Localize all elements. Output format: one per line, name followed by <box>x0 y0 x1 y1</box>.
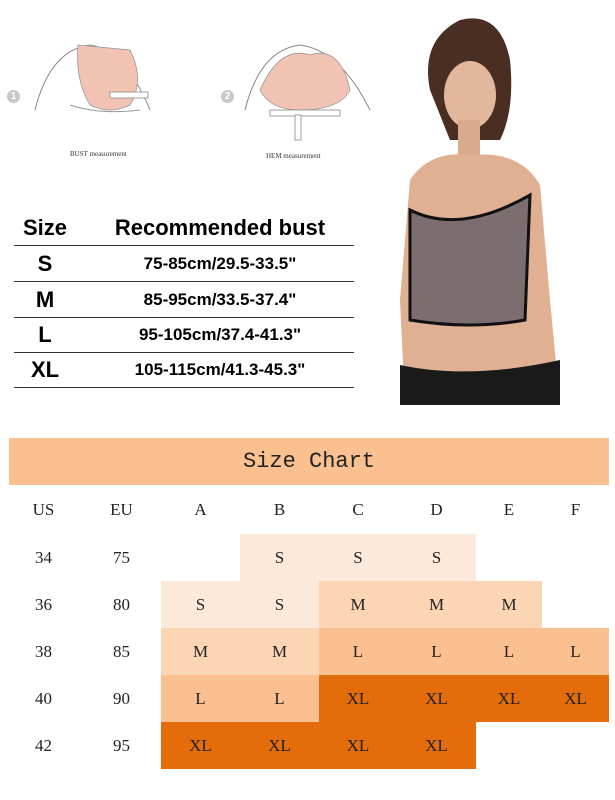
band-size-cell: 36 <box>35 595 52 614</box>
size-cell: S <box>240 534 319 581</box>
size-cell: S <box>37 251 53 276</box>
size-cell: XL <box>161 722 240 769</box>
size-cell: M <box>397 581 476 628</box>
size-cell: L <box>161 675 240 722</box>
size-cell: XL <box>30 357 60 382</box>
size-cell: S <box>319 534 397 581</box>
size-cell: L <box>240 675 319 722</box>
size-cell: L <box>542 628 609 675</box>
column-header: F <box>570 500 581 519</box>
band-size-cell: 42 <box>35 736 52 755</box>
size-cell: XL <box>397 722 476 769</box>
size-cell: L <box>397 628 476 675</box>
size-cell <box>476 534 542 581</box>
size-cell: S <box>240 581 319 628</box>
size-cell: S <box>161 581 240 628</box>
size-cell: XL <box>476 675 542 722</box>
size-cell: L <box>38 322 52 347</box>
size-cell: S <box>397 534 476 581</box>
size-cell <box>161 534 240 581</box>
size-cell: XL <box>319 722 397 769</box>
table-row: S 75-85cm/29.5-33.5" <box>14 246 354 282</box>
column-header: B <box>273 500 286 519</box>
step-1-badge: 1 <box>7 90 20 103</box>
hem-measurement-caption: HEM measurement <box>266 152 321 160</box>
table-header-row: Size Recommended bust <box>14 210 354 246</box>
column-header: US <box>32 500 55 519</box>
size-cell: XL <box>319 675 397 722</box>
column-header: EU <box>110 500 133 519</box>
bust-header: Recommended bust <box>114 215 326 240</box>
hem-measurement-illustration <box>244 44 371 141</box>
bust-cell: 75-85cm/29.5-33.5" <box>143 254 297 273</box>
size-header: Size <box>22 215 68 240</box>
band-size-cell: 95 <box>113 736 130 755</box>
size-cell: M <box>35 287 55 312</box>
size-cell: M <box>161 628 240 675</box>
band-size-cell: 38 <box>35 642 52 661</box>
size-chart-title: Size Chart <box>9 438 609 485</box>
model-photo <box>400 0 560 405</box>
size-cell: M <box>476 581 542 628</box>
bust-cell: 95-105cm/37.4-41.3" <box>138 325 302 344</box>
column-header: A <box>194 500 207 519</box>
table-row: M 85-95cm/33.5-37.4" <box>14 282 354 318</box>
size-cell: L <box>476 628 542 675</box>
size-cell: M <box>319 581 397 628</box>
size-cell: M <box>240 628 319 675</box>
column-header: D <box>430 500 443 519</box>
bust-measurement-illustration <box>34 44 151 113</box>
size-cell: XL <box>542 675 609 722</box>
size-cell <box>542 722 609 769</box>
band-size-cell: 40 <box>35 689 52 708</box>
bust-cell: 105-115cm/41.3-45.3" <box>134 360 306 379</box>
band-size-cell: 85 <box>113 642 130 661</box>
band-size-cell: 34 <box>35 548 52 567</box>
column-header: C <box>352 500 364 519</box>
table-row: L 95-105cm/37.4-41.3" <box>14 317 354 353</box>
bust-measurement-caption: BUST measurement <box>70 150 127 158</box>
size-cell <box>542 581 609 628</box>
band-size-cell: 80 <box>113 595 130 614</box>
column-header: E <box>503 500 515 519</box>
size-cell <box>476 722 542 769</box>
size-cell: XL <box>397 675 476 722</box>
table-row: XL 105-115cm/41.3-45.3" <box>14 352 354 388</box>
bust-cell: 85-95cm/33.5-37.4" <box>143 290 297 309</box>
band-size-cell: 90 <box>113 689 130 708</box>
size-cell: XL <box>240 722 319 769</box>
size-cell <box>542 534 609 581</box>
step-2-badge: 2 <box>221 90 234 103</box>
band-size-cell: 75 <box>113 548 130 567</box>
size-cell: L <box>319 628 397 675</box>
